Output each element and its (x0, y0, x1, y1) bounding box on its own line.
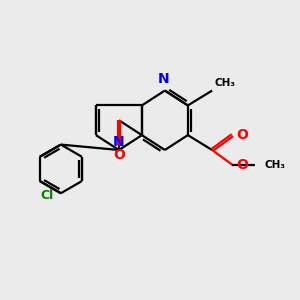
Text: O: O (236, 128, 248, 142)
Text: O: O (236, 158, 248, 172)
Text: Cl: Cl (41, 189, 54, 203)
Text: CH₃: CH₃ (265, 160, 286, 170)
Text: N: N (158, 72, 169, 86)
Text: O: O (113, 148, 125, 162)
Text: N: N (113, 135, 125, 148)
Text: CH₃: CH₃ (214, 78, 235, 88)
